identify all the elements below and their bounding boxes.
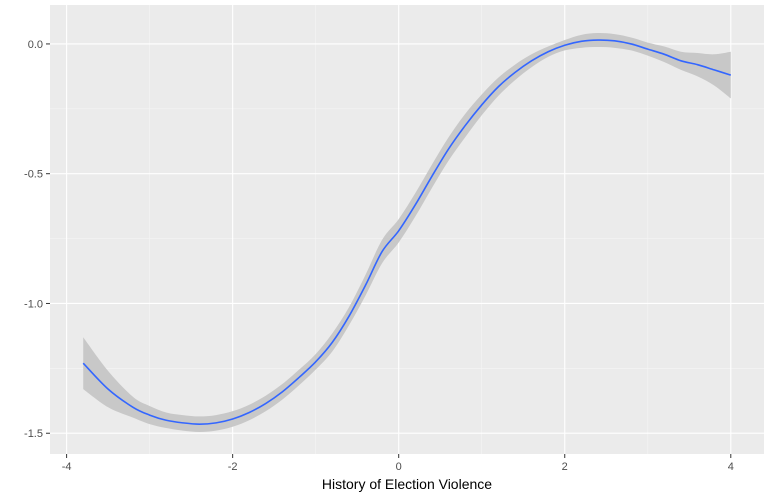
y-tick-label: -1.0 <box>24 298 43 310</box>
x-tick-label: -4 <box>62 461 72 473</box>
smooth-fit-line <box>82 39 732 425</box>
x-tick-label: 4 <box>728 461 734 473</box>
y-axis: 0.0 -0.5 -1.0 -1.5 <box>24 39 50 440</box>
x-axis: -4 -2 0 2 4 <box>62 454 734 473</box>
minor-gridlines <box>50 5 764 454</box>
x-tick-label: -2 <box>228 461 238 473</box>
x-tick-label: 0 <box>396 461 402 473</box>
y-tick-label: -1.5 <box>24 428 43 440</box>
x-axis-title: History of Election Violence <box>322 476 492 492</box>
y-tick-label: -0.5 <box>24 169 43 181</box>
x-tick-label: 2 <box>562 461 568 473</box>
y-tick-label: 0.0 <box>28 39 43 51</box>
